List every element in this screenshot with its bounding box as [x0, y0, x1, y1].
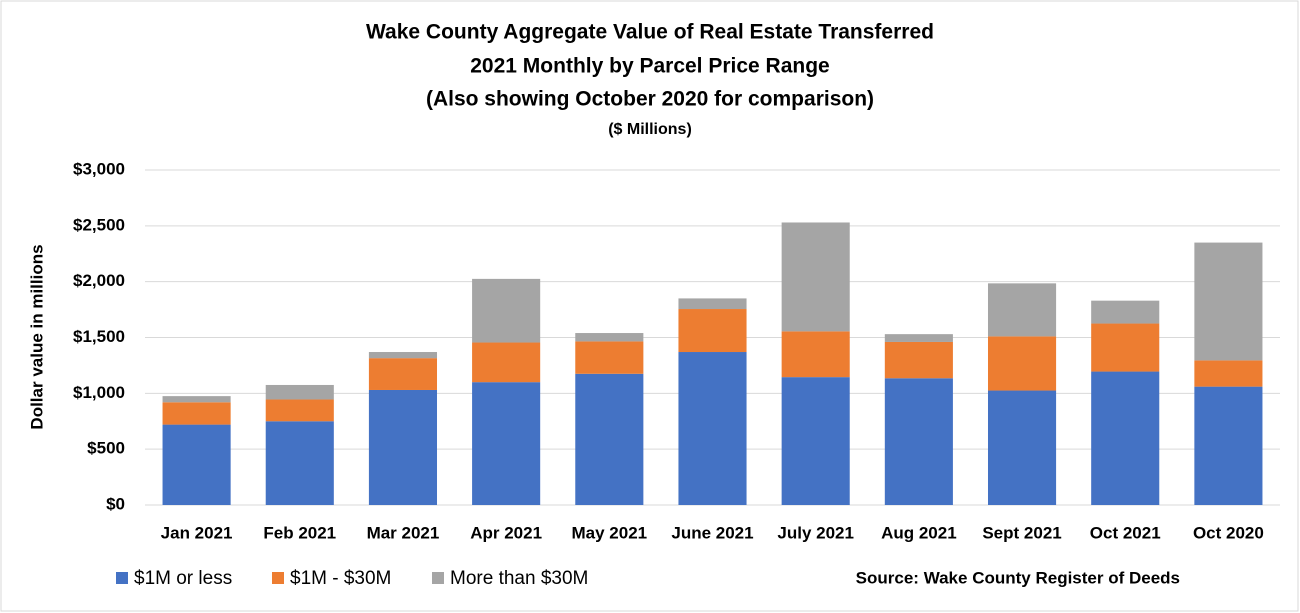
x-tick-label: Oct 2020 — [1193, 523, 1264, 542]
x-tick-label: Oct 2021 — [1090, 523, 1161, 542]
legend-swatch — [116, 572, 128, 584]
legend-label: $1M - $30M — [290, 568, 391, 589]
bar-segment — [1194, 360, 1263, 387]
y-tick-label: $3,000 — [73, 159, 125, 178]
bar-segment — [1091, 300, 1160, 324]
y-axis-label: Dollar value in millions — [27, 244, 46, 429]
bar-segment — [265, 384, 334, 400]
bar-segment — [781, 331, 850, 378]
x-tick-label: Feb 2021 — [263, 523, 336, 542]
y-tick-label: $0 — [106, 494, 125, 513]
chart-title: (Also showing October 2020 for compariso… — [426, 88, 874, 111]
bar-segment — [781, 222, 850, 332]
bar-segment — [987, 283, 1057, 337]
bar-segment — [368, 389, 438, 505]
bar-segment — [265, 421, 334, 505]
bar-segment — [678, 352, 747, 505]
x-tick-label: Jan 2021 — [161, 523, 233, 542]
y-tick-label: $2,000 — [73, 271, 125, 290]
bar-segment — [575, 333, 644, 342]
bar-segment — [368, 358, 438, 390]
bar-segment — [781, 377, 850, 505]
legend-label: More than $30M — [450, 568, 588, 589]
y-tick-label: $1,000 — [73, 383, 125, 402]
bar-segment — [1091, 323, 1160, 372]
y-tick-label: $1,500 — [73, 327, 125, 346]
bar-segment — [472, 278, 541, 343]
bar-segment — [884, 341, 953, 379]
bar-segment — [987, 336, 1057, 391]
bar-segment — [575, 341, 644, 374]
legend-swatch — [272, 572, 284, 584]
bar-segment — [265, 399, 334, 422]
bar-segment — [678, 298, 747, 310]
bar-segment — [678, 309, 747, 353]
chart-subtitle: ($ Millions) — [608, 121, 692, 138]
x-tick-label: June 2021 — [671, 523, 753, 542]
x-tick-label: July 2021 — [777, 523, 854, 542]
bar-segment — [162, 424, 231, 505]
y-tick-label: $2,500 — [73, 215, 125, 234]
bar-segment — [575, 373, 644, 505]
bar-segment — [368, 352, 438, 359]
chart-title: Wake County Aggregate Value of Real Esta… — [366, 21, 934, 44]
x-tick-label: May 2021 — [572, 523, 648, 542]
bar-segment — [987, 390, 1057, 505]
chart-title: 2021 Monthly by Parcel Price Range — [470, 55, 829, 78]
bar-segment — [162, 396, 231, 403]
bar-segment — [1194, 386, 1263, 505]
bar-segment — [1091, 371, 1160, 505]
bar-segment — [1194, 242, 1263, 361]
legend-label: $1M or less — [134, 568, 232, 589]
source-note: Source: Wake County Register of Deeds — [856, 568, 1180, 587]
x-tick-label: Mar 2021 — [367, 523, 440, 542]
bar-segment — [884, 334, 953, 342]
bar-segment — [884, 378, 953, 505]
x-tick-label: Aug 2021 — [881, 523, 957, 542]
x-tick-label: Apr 2021 — [470, 523, 542, 542]
y-tick-label: $500 — [87, 439, 125, 458]
bar-segment — [162, 402, 231, 425]
legend-swatch — [432, 572, 444, 584]
bar-segment — [472, 342, 541, 383]
bar-segment — [472, 382, 541, 505]
x-tick-label: Sept 2021 — [982, 523, 1061, 542]
